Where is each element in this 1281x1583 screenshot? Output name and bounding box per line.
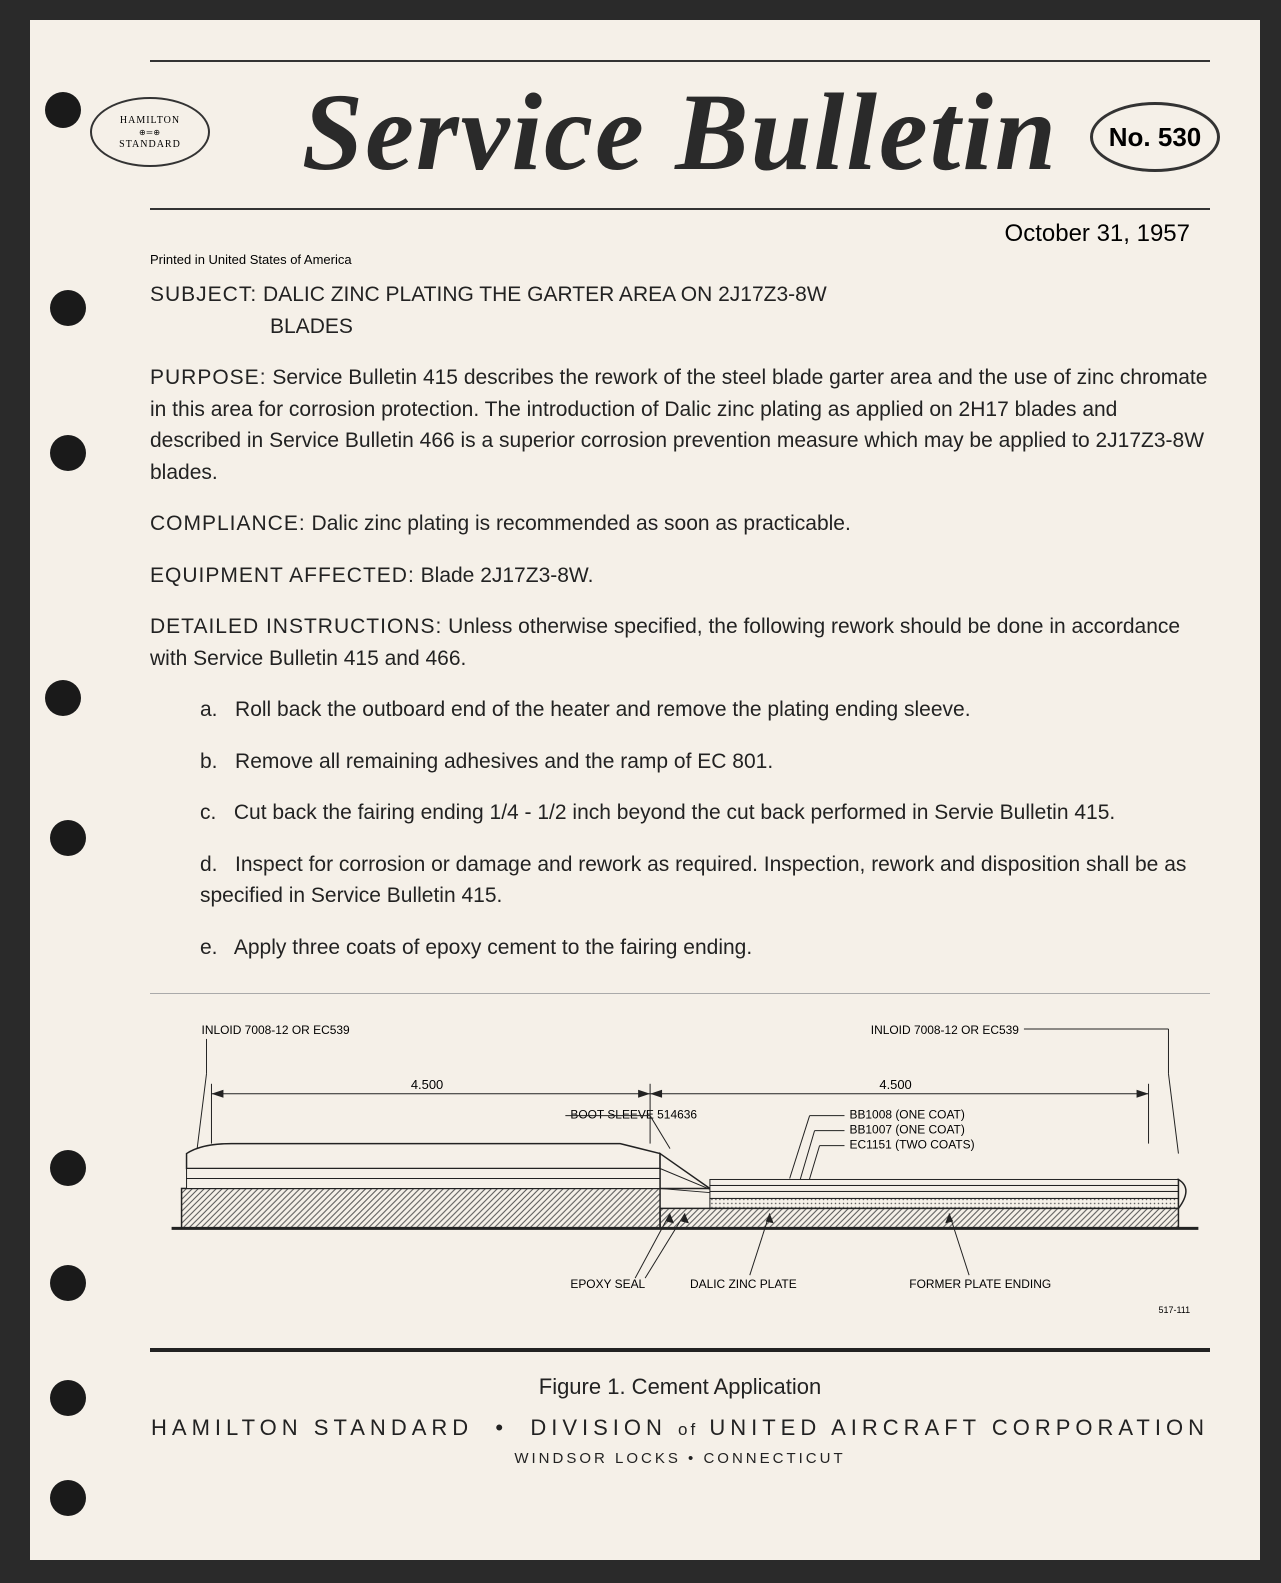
- bb1008-label: BB1008 (ONE COAT): [849, 1108, 964, 1122]
- equipment-block: EQUIPMENT AFFECTED: Blade 2J17Z3-8W.: [150, 560, 1210, 592]
- logo-top-text: HAMILTON: [120, 115, 180, 126]
- compliance-text: Dalic zinc plating is recommended as soo…: [312, 512, 851, 535]
- epoxy-seal-label: EPOXY SEAL: [570, 1277, 645, 1291]
- item-text: Apply three coats of epoxy cement to the…: [234, 936, 752, 959]
- ec1151-label: EC1151 (TWO COATS): [849, 1138, 974, 1152]
- punch-hole: [50, 435, 86, 471]
- item-letter: b.: [200, 750, 218, 773]
- bulletin-number-badge: No. 530: [1090, 102, 1220, 172]
- equipment-label: EQUIPMENT AFFECTED:: [150, 564, 415, 587]
- instructions-intro-block: DETAILED INSTRUCTIONS: Unless otherwise …: [150, 611, 1210, 674]
- bb1007-label: BB1007 (ONE COAT): [849, 1123, 964, 1137]
- logo-mid-icon: ⊕═⊕: [139, 128, 161, 137]
- item-text: Remove all remaining adhesives and the r…: [235, 750, 773, 773]
- item-letter: a.: [200, 698, 218, 721]
- punch-hole: [50, 1480, 86, 1516]
- footer-line1: HAMILTON STANDARD • DIVISION of UNITED A…: [150, 1411, 1210, 1444]
- item-text: Cut back the fairing ending 1/4 - 1/2 in…: [234, 801, 1115, 824]
- document-date: October 31, 1957: [150, 220, 1190, 248]
- purpose-block: PURPOSE: Service Bulletin 415 describes …: [150, 362, 1210, 488]
- compliance-label: COMPLIANCE:: [150, 512, 306, 535]
- figure-1-diagram: 4.500 4.500 INLOID 7008-12 OR EC539 INLO…: [150, 993, 1210, 1333]
- footer-company: HAMILTON STANDARD: [151, 1415, 473, 1440]
- punch-hole: [50, 1380, 86, 1416]
- item-letter: c.: [200, 801, 216, 824]
- punch-hole: [50, 1150, 86, 1186]
- subject-block: SUBJECT: DALIC ZINC PLATING THE GARTER A…: [150, 279, 1210, 342]
- header-band: HAMILTON ⊕═⊕ STANDARD Service Bulletin N…: [150, 60, 1210, 210]
- logo-bottom-text: STANDARD: [119, 139, 181, 150]
- instruction-item: b. Remove all remaining adhesives and th…: [150, 746, 1210, 778]
- dim-right-label: 4.500: [879, 1077, 911, 1092]
- former-plate-label: FORMER PLATE ENDING: [909, 1277, 1051, 1291]
- subject-line1: DALIC ZINC PLATING THE GARTER AREA ON 2J…: [263, 283, 827, 306]
- item-letter: d.: [200, 853, 218, 876]
- inloid-right-label: INLOID 7008-12 OR EC539: [871, 1023, 1020, 1037]
- compliance-block: COMPLIANCE: Dalic zinc plating is recomm…: [150, 508, 1210, 540]
- figure-caption: Figure 1. Cement Application: [150, 1348, 1210, 1403]
- footer-division: DIVISION: [530, 1415, 667, 1440]
- punch-hole: [45, 680, 81, 716]
- instruction-item: a. Roll back the outboard end of the hea…: [150, 694, 1210, 726]
- figure-ref-number: 517-111: [1159, 1305, 1191, 1315]
- instruction-item: c. Cut back the fairing ending 1/4 - 1/2…: [150, 797, 1210, 829]
- printed-line: Printed in United States of America: [150, 252, 1210, 267]
- footer-location: WINDSOR LOCKS • CONNECTICUT: [150, 1448, 1210, 1471]
- bulletin-title: Service Bulletin: [150, 72, 1210, 187]
- bulletin-number: 530: [1158, 122, 1201, 153]
- equipment-text: Blade 2J17Z3-8W.: [421, 564, 594, 587]
- hamilton-standard-logo: HAMILTON ⊕═⊕ STANDARD: [90, 97, 210, 167]
- bulletin-prefix: No.: [1109, 122, 1151, 153]
- boot-sleeve-label: BOOT SLEEVE 514636: [570, 1108, 697, 1122]
- subject-line2: BLADES: [150, 315, 353, 338]
- dim-left-label: 4.500: [411, 1077, 443, 1092]
- cement-application-svg: 4.500 4.500 INLOID 7008-12 OR EC539 INLO…: [150, 1014, 1210, 1333]
- item-letter: e.: [200, 936, 218, 959]
- document-body: SUBJECT: DALIC ZINC PLATING THE GARTER A…: [150, 279, 1210, 1471]
- item-text: Inspect for corrosion or damage and rewo…: [200, 853, 1186, 908]
- punch-hole: [50, 290, 86, 326]
- document-page: HAMILTON ⊕═⊕ STANDARD Service Bulletin N…: [30, 20, 1260, 1560]
- purpose-text: Service Bulletin 415 describes the rewor…: [150, 366, 1207, 484]
- item-text: Roll back the outboard end of the heater…: [235, 698, 971, 721]
- footer-parent: UNITED AIRCRAFT CORPORATION: [709, 1415, 1209, 1440]
- punch-hole: [50, 820, 86, 856]
- dalic-zinc-label: DALIC ZINC PLATE: [690, 1277, 797, 1291]
- instruction-item: e. Apply three coats of epoxy cement to …: [150, 932, 1210, 964]
- subject-label: SUBJECT:: [150, 283, 257, 306]
- footer-of: of: [678, 1420, 698, 1439]
- punch-hole: [50, 1265, 86, 1301]
- instruction-item: d. Inspect for corrosion or damage and r…: [150, 849, 1210, 912]
- punch-hole: [45, 92, 81, 128]
- inloid-left-label: INLOID 7008-12 OR EC539: [202, 1023, 351, 1037]
- instructions-label: DETAILED INSTRUCTIONS:: [150, 615, 442, 638]
- purpose-label: PURPOSE:: [150, 366, 267, 389]
